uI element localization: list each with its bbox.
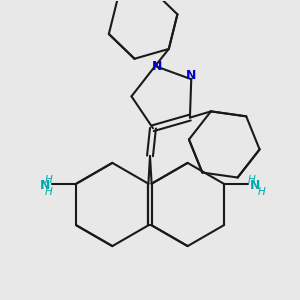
Text: H: H [45, 175, 52, 185]
Text: N: N [250, 179, 261, 192]
Text: H: H [45, 187, 52, 196]
Text: H: H [248, 175, 255, 185]
Text: N: N [39, 179, 50, 192]
Text: H: H [257, 187, 265, 196]
Text: N: N [152, 60, 162, 73]
Text: N: N [186, 69, 196, 82]
